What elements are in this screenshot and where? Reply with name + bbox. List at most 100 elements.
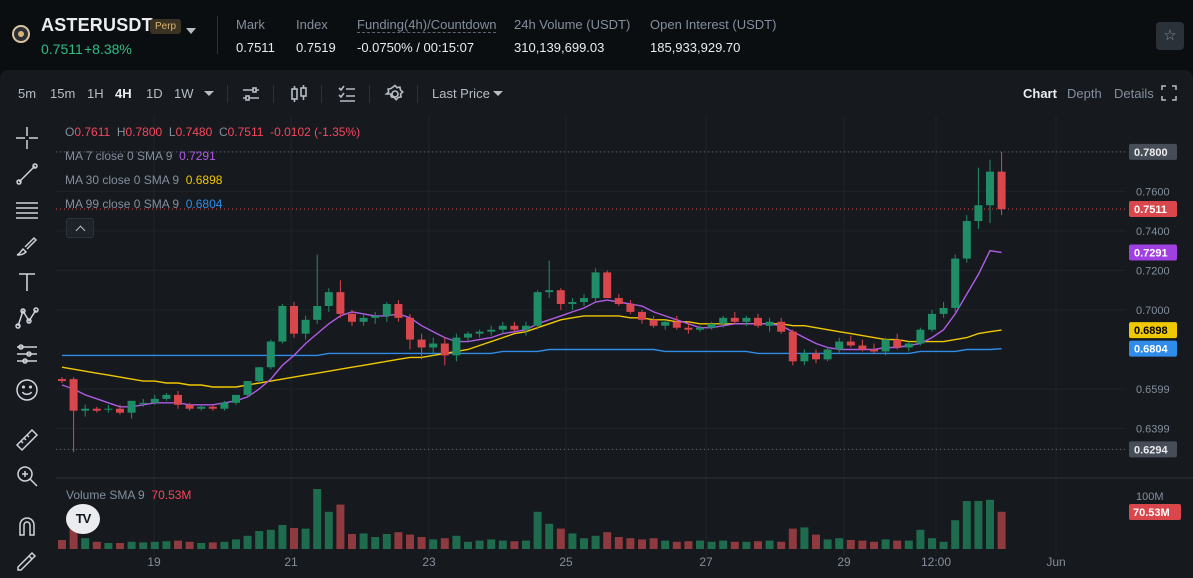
volume-bar — [116, 543, 124, 549]
ma7-value: 0.7291 — [179, 149, 216, 163]
templates-icon[interactable] — [336, 83, 358, 105]
timeframe-more-icon[interactable] — [204, 91, 214, 96]
volume-bar — [498, 540, 507, 549]
price-label: 0.7511 — [1134, 204, 1167, 216]
volume-bar — [626, 538, 635, 549]
price-label: 0.7800 — [1134, 147, 1168, 159]
candle-body — [893, 339, 902, 348]
timeframe-5m[interactable]: 5m — [18, 86, 37, 101]
star-icon: ☆ — [1163, 27, 1177, 44]
candle-body — [777, 321, 786, 332]
ma99-value: 0.6804 — [185, 197, 223, 211]
tradingview-logo[interactable]: TV — [66, 504, 100, 534]
candle-body — [939, 307, 948, 314]
toolbar-divider — [227, 85, 228, 103]
volume-bar — [243, 535, 252, 549]
timeframe-15m[interactable]: 15m — [50, 86, 76, 101]
candle-body — [545, 290, 554, 293]
volume-bar — [197, 543, 206, 549]
candle-type-icon[interactable] — [288, 83, 310, 105]
candle-body — [962, 221, 971, 259]
timeframe-1d[interactable]: 1D — [146, 86, 163, 101]
volume-bar — [881, 539, 890, 549]
candle-body — [92, 408, 101, 411]
price-label: 0.7291 — [1134, 247, 1168, 259]
volume-bar — [522, 540, 530, 549]
candle-body — [614, 298, 623, 305]
symbol-name[interactable]: ASTERUSDT — [41, 15, 153, 35]
indicators-icon[interactable] — [240, 83, 262, 105]
volume-bar — [997, 511, 1006, 549]
volume-legend[interactable]: Volume SMA 9 70.53M — [66, 488, 191, 502]
candle-body — [371, 315, 380, 318]
volume-bar — [870, 541, 878, 549]
volume-bar — [81, 538, 90, 549]
ruler-icon[interactable] — [14, 427, 40, 453]
volume-bar — [580, 538, 588, 549]
candle-body — [719, 317, 728, 324]
fullscreen-icon[interactable] — [1161, 85, 1177, 101]
pattern-icon[interactable] — [14, 305, 40, 331]
candle-body — [591, 272, 600, 299]
volume-bar — [452, 535, 461, 549]
settings-icon[interactable] — [384, 83, 406, 105]
candlestick-chart[interactable]: 0.7800 0.7600 0.7400 0.7200 0.7000 0.6599 0.63… — [56, 116, 1193, 578]
close-label: C — [218, 125, 228, 139]
ma30-legend[interactable]: MA 30 close 0 SMA 9 0.6898 — [65, 173, 222, 187]
volume-bar — [533, 511, 542, 549]
projection-icon[interactable] — [14, 341, 40, 367]
ohlc-legend: O0.7611 H0.7800 L0.7480 C0.7511 -0.0102 … — [65, 125, 360, 139]
magnet-icon[interactable] — [14, 513, 40, 539]
candle-body — [417, 339, 426, 348]
volume-bar — [510, 541, 519, 549]
candle-body — [255, 367, 264, 382]
open-value: 0.7611 — [74, 125, 111, 139]
candle-body — [928, 313, 936, 330]
volume-bar — [255, 531, 264, 549]
candle-body — [603, 272, 612, 299]
timeframe-1h[interactable]: 1H — [87, 86, 104, 101]
volume-bar — [765, 540, 774, 549]
volume-bar — [104, 543, 113, 549]
price-axis-label: 0.6399 — [1136, 424, 1170, 436]
price-axis-label: 0.7600 — [1136, 186, 1170, 198]
volume-bar — [359, 533, 368, 549]
ma7-legend[interactable]: MA 7 close 0 SMA 9 0.7291 — [65, 149, 216, 163]
symbol-dropdown-icon[interactable] — [186, 28, 196, 34]
legend-collapse-button[interactable] — [66, 218, 94, 238]
ma99-legend[interactable]: MA 99 close 0 SMA 9 0.6804 — [65, 197, 222, 211]
emoji-icon[interactable] — [14, 377, 40, 403]
lock-drawing-icon[interactable] — [14, 547, 40, 573]
timeframe-1w[interactable]: 1W — [174, 86, 194, 101]
volume-24h-label: 24h Volume (USDT) — [514, 17, 631, 32]
volume-bar — [742, 541, 751, 549]
volume-bar — [835, 538, 844, 549]
tab-depth[interactable]: Depth — [1067, 86, 1102, 101]
volume-bar — [754, 541, 762, 549]
text-icon[interactable] — [14, 269, 40, 295]
tab-chart[interactable]: Chart — [1023, 86, 1057, 101]
candle-body — [846, 341, 855, 346]
trend-line-icon[interactable] — [14, 161, 40, 187]
horizontal-lines-icon[interactable] — [14, 197, 40, 223]
high-value: 0.7800 — [125, 125, 163, 139]
funding-label[interactable]: Funding(4h)/Countdown — [357, 17, 497, 33]
open-interest-value: 185,933,929.70 — [650, 40, 741, 55]
candle-body — [661, 321, 670, 326]
timeframe-4h[interactable]: 4H — [115, 86, 132, 101]
time-axis-label: 29 — [837, 555, 851, 569]
crosshair-icon[interactable] — [14, 125, 40, 151]
volume-bar — [707, 541, 716, 549]
favorite-button[interactable]: ☆ — [1156, 22, 1184, 50]
price-chart[interactable]: 0.7800 0.7600 0.7400 0.7200 0.7000 0.6599 0.63… — [56, 116, 1193, 578]
zoom-in-icon[interactable] — [14, 463, 40, 489]
price-type-select[interactable]: Last Price — [432, 86, 490, 101]
candle-body — [278, 305, 287, 342]
tab-details[interactable]: Details — [1114, 86, 1154, 101]
volume-bar — [487, 539, 496, 549]
volume-bar — [974, 501, 983, 549]
brush-icon[interactable] — [14, 233, 40, 259]
volume-bar — [417, 537, 426, 549]
volume-bar — [208, 542, 217, 549]
price-type-chevron-icon[interactable] — [493, 91, 503, 96]
